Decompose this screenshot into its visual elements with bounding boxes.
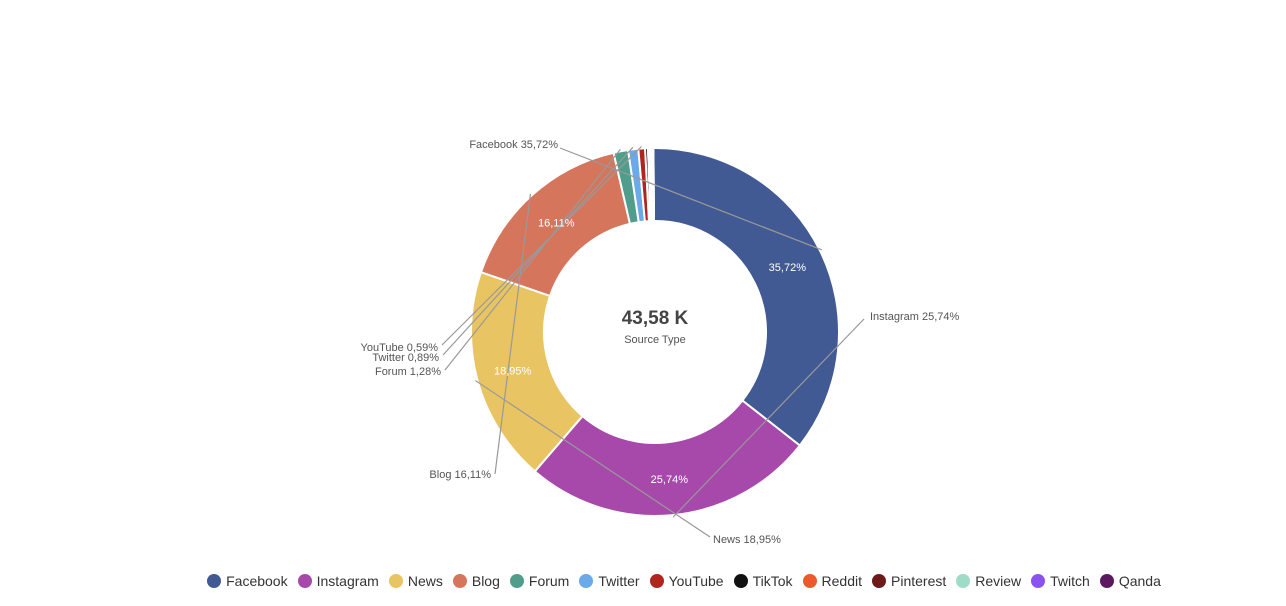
labels-layer: 35,72% Facebook 35,72% 25,74% Instagram 25,… (361, 139, 960, 546)
legend-label: Instagram (316, 573, 379, 589)
legend-item-youtube[interactable]: YouTube (649, 573, 724, 589)
leader-line-news (475, 380, 711, 538)
legend-item-blog[interactable]: Blog (452, 573, 500, 589)
outer-label-twitter: Twitter 0,89% (372, 352, 439, 364)
legend-swatch (297, 574, 312, 588)
legend-swatch (956, 574, 971, 588)
legend-swatch (802, 574, 817, 588)
inner-label-instagram: 25,74% (651, 474, 689, 486)
outer-label-news: News 18,95% (713, 534, 781, 546)
legend-swatch (1031, 574, 1046, 588)
donut-chart-svg: 35,72% Facebook 35,72% 25,74% Instagram 25,… (361, 139, 960, 546)
legend-label: Twitch (1050, 573, 1090, 589)
legend-item-reddit[interactable]: Reddit (802, 573, 862, 589)
center-caption: Source Type (624, 334, 686, 346)
legend-swatch (509, 574, 524, 588)
legend-label: Facebook (226, 573, 288, 589)
outer-label-youtube: YouTube 0,59% (361, 342, 439, 354)
legend-item-instagram[interactable]: Instagram (297, 573, 379, 589)
legend-swatch (649, 574, 664, 588)
outer-label-facebook: Facebook 35,72% (469, 139, 558, 151)
slice-instagram[interactable] (533, 399, 802, 517)
center-total-value: 43,58 K (622, 308, 689, 329)
chart-legend: Facebook Instagram News Blog Forum Twitter You… (0, 568, 1286, 594)
outer-label-blog: Blog 16,11% (429, 469, 491, 481)
legend-swatch (1099, 574, 1114, 588)
leader-line-instagram (672, 318, 865, 518)
leader-lines-layer (441, 146, 865, 538)
leader-line-blog (494, 193, 532, 475)
legend-item-qanda[interactable]: Qanda (1099, 573, 1161, 589)
legend-item-forum[interactable]: Forum (509, 573, 570, 589)
legend-item-review[interactable]: Review (956, 573, 1021, 589)
legend-swatch (388, 574, 403, 588)
legend-swatch (579, 574, 594, 588)
leader-line-forum (444, 148, 621, 371)
legend-swatch (733, 574, 748, 588)
legend-label: Twitter (598, 573, 640, 589)
legend-label: Blog (471, 573, 500, 589)
outer-label-instagram: Instagram 25,74% (870, 311, 959, 323)
inner-label-news: 18,95% (494, 366, 532, 378)
legend-swatch (872, 574, 886, 588)
legend-label: Pinterest (891, 573, 947, 589)
legend-item-facebook[interactable]: Facebook (207, 573, 288, 589)
legend-label: Reddit (821, 573, 862, 589)
leader-line-youtube (441, 146, 642, 346)
legend-label: Qanda (1118, 573, 1161, 589)
legend-item-pinterest[interactable]: Pinterest (872, 573, 946, 589)
legend-label: Forum (528, 573, 570, 589)
leader-line-facebook (559, 147, 823, 251)
legend-item-tiktok[interactable]: TikTok (733, 573, 793, 589)
legend-swatch (452, 574, 467, 588)
slices-layer (470, 146, 840, 517)
legend-item-news[interactable]: News (388, 573, 443, 589)
legend-label: YouTube (668, 573, 724, 589)
legend-swatch (207, 574, 222, 588)
inner-label-facebook: 35,72% (769, 262, 807, 274)
outer-label-forum: Forum 1,28% (375, 366, 441, 378)
legend-label: Review (975, 573, 1022, 589)
legend-item-twitter[interactable]: Twitter (579, 573, 640, 589)
inner-label-blog: 16,11% (538, 217, 575, 229)
leader-line-twitter (442, 146, 634, 356)
legend-label: News (407, 573, 443, 589)
slice-facebook[interactable] (652, 147, 840, 447)
legend-label: TikTok (752, 573, 793, 589)
legend-item-twitch[interactable]: Twitch (1031, 573, 1090, 589)
